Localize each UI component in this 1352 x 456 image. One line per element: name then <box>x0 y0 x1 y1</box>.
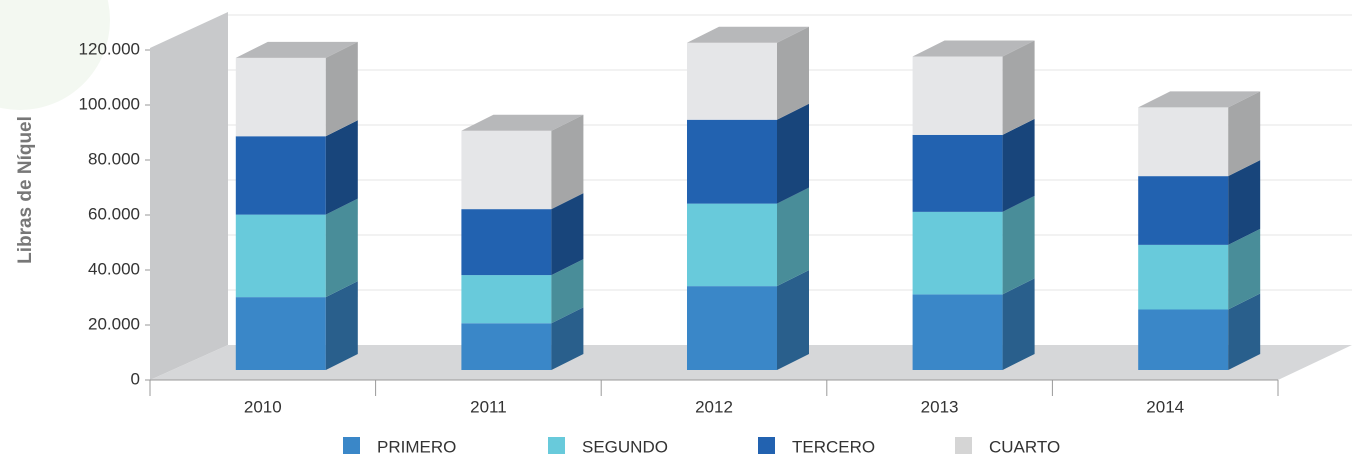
bar-side <box>1228 160 1261 245</box>
bar-side <box>1228 91 1261 177</box>
legend-swatch <box>955 437 972 454</box>
bar-segment <box>235 136 326 215</box>
y-tick-label: 80.000 <box>88 149 140 168</box>
y-axis-label: Libras de Níquel <box>15 116 36 264</box>
bar-segment <box>461 209 552 276</box>
bar-side <box>1002 118 1035 212</box>
bar-segment <box>1138 176 1229 245</box>
bar-segment <box>235 214 326 298</box>
legend-label: CUARTO <box>989 437 1060 456</box>
legend-swatch <box>758 437 775 454</box>
bar-segment <box>912 211 1003 295</box>
x-tick-label: 2010 <box>244 397 282 416</box>
bar-segment <box>687 42 777 120</box>
bar-segment <box>912 134 1003 212</box>
bar-segment <box>235 57 326 137</box>
bar-top <box>1138 91 1261 108</box>
bar-side <box>551 193 584 276</box>
legend-swatch <box>343 437 360 454</box>
bar-side <box>325 198 358 298</box>
bar-side <box>551 259 584 324</box>
bar-side <box>1228 228 1261 310</box>
bar-segment <box>235 297 326 370</box>
bar-side <box>777 26 809 120</box>
x-tick-label: 2014 <box>1146 397 1184 416</box>
back-wall <box>150 12 228 380</box>
bar-side <box>777 103 809 204</box>
y-tick-label: 40.000 <box>88 259 140 278</box>
bar-segment <box>461 130 552 210</box>
bar-segment <box>912 56 1003 135</box>
y-tick-label: 20.000 <box>88 314 140 333</box>
bar-segment <box>461 275 552 324</box>
y-tick-label: 0 <box>131 369 140 388</box>
bar-segment <box>461 323 552 370</box>
y-tick-label: 60.000 <box>88 204 140 223</box>
bar-side <box>1002 195 1035 295</box>
x-tick-label: 2012 <box>695 397 733 416</box>
bar-top <box>687 26 809 43</box>
bar-side <box>325 281 358 370</box>
legend-swatch <box>548 437 565 454</box>
bar-segment <box>1138 309 1229 370</box>
bar-side <box>777 187 809 287</box>
bar-side <box>777 270 809 370</box>
bar-side <box>325 120 358 215</box>
bar-side <box>551 307 584 370</box>
y-tick-label: 120.000 <box>79 39 140 58</box>
bar-top <box>235 41 358 58</box>
bar-side <box>1002 40 1035 135</box>
bar-segment <box>687 119 777 204</box>
bar-top <box>461 114 584 131</box>
bar-segment <box>687 203 777 287</box>
bar-segment <box>912 294 1003 370</box>
bar-side <box>325 41 358 137</box>
legend-label: PRIMERO <box>377 437 456 456</box>
bar-side <box>1228 293 1261 370</box>
bar-side <box>551 114 584 210</box>
bar-side <box>1002 278 1035 370</box>
legend-label: SEGUNDO <box>582 437 668 456</box>
decor <box>0 0 110 110</box>
bar-segment <box>1138 244 1229 310</box>
x-tick-label: 2013 <box>921 397 959 416</box>
bar-segment <box>687 286 777 370</box>
bar-top <box>912 40 1035 57</box>
legend-label: TERCERO <box>792 437 875 456</box>
x-tick-label: 2011 <box>470 397 507 416</box>
bar-segment <box>1138 107 1229 177</box>
y-tick-label: 100.000 <box>79 94 140 113</box>
